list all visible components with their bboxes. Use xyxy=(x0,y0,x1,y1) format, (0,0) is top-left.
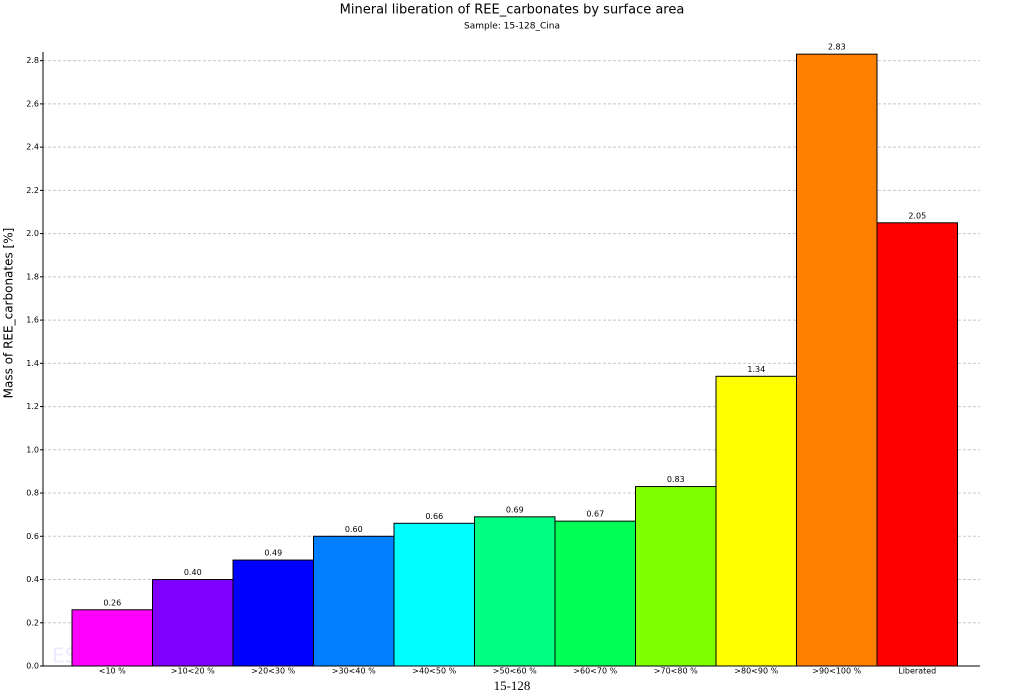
bar xyxy=(474,516,556,667)
bar xyxy=(152,579,234,667)
chart-subtitle: Sample: 15-128_Cina xyxy=(464,22,560,32)
value-label: 2.05 xyxy=(908,211,926,220)
y-tick-label: 1.0 xyxy=(26,445,39,454)
bar xyxy=(313,535,395,667)
x-tick-label: >40<50 % xyxy=(412,667,456,676)
y-tick-label: 2.2 xyxy=(26,186,39,195)
x-tick-label: >10<20 % xyxy=(171,667,215,676)
x-tick-label: <10 % xyxy=(99,667,126,676)
bar xyxy=(715,375,797,667)
y-tick-label: 1.8 xyxy=(26,272,39,281)
bar xyxy=(876,222,958,667)
y-axis-label: Mass of REE_carbonates [%] xyxy=(2,228,16,399)
x-tick-label: Liberated xyxy=(898,667,936,676)
y-tick-label: 0.2 xyxy=(26,618,39,627)
y-tick-label: 2.8 xyxy=(26,56,39,65)
value-label: 0.69 xyxy=(506,505,524,514)
chart-title: Mineral liberation of REE_carbonates by … xyxy=(340,3,685,18)
value-label: 0.83 xyxy=(667,475,685,484)
value-label: 0.49 xyxy=(264,549,282,558)
bar xyxy=(71,609,153,667)
y-tick-label: 1.6 xyxy=(26,316,39,325)
x-tick-label: >70<80 % xyxy=(654,667,698,676)
bar xyxy=(393,522,475,667)
value-label: 2.83 xyxy=(828,43,846,52)
y-tick-label: 0.6 xyxy=(26,532,39,541)
x-tick-label: >30<40 % xyxy=(332,667,376,676)
x-tick-label: >60<70 % xyxy=(573,667,617,676)
x-tick-label: >50<60 % xyxy=(493,667,537,676)
value-label: 1.34 xyxy=(747,365,765,374)
bar xyxy=(554,520,636,667)
y-tick-label: 0.8 xyxy=(26,489,39,498)
bar xyxy=(796,53,878,667)
x-tick-label: >20<30 % xyxy=(251,667,295,676)
x-tick-label: >80<90 % xyxy=(734,667,778,676)
x-axis-label: 15-128 xyxy=(494,678,531,693)
value-label: 0.67 xyxy=(586,510,604,519)
value-label: 0.66 xyxy=(425,512,443,521)
value-label: 0.40 xyxy=(184,568,202,577)
value-label: 0.26 xyxy=(103,598,121,607)
y-tick-label: 2.6 xyxy=(26,99,39,108)
y-tick-label: 2.0 xyxy=(26,229,39,238)
value-label: 0.60 xyxy=(345,525,363,534)
y-tick-label: 1.4 xyxy=(26,359,39,368)
y-tick-label: 0.4 xyxy=(26,575,39,584)
x-tick-label: >90<100 % xyxy=(812,667,861,676)
bar xyxy=(232,559,314,667)
bar xyxy=(635,486,717,667)
y-tick-label: 0.0 xyxy=(26,662,39,671)
y-tick-label: 2.4 xyxy=(26,143,39,152)
y-tick-label: 1.2 xyxy=(26,402,39,411)
